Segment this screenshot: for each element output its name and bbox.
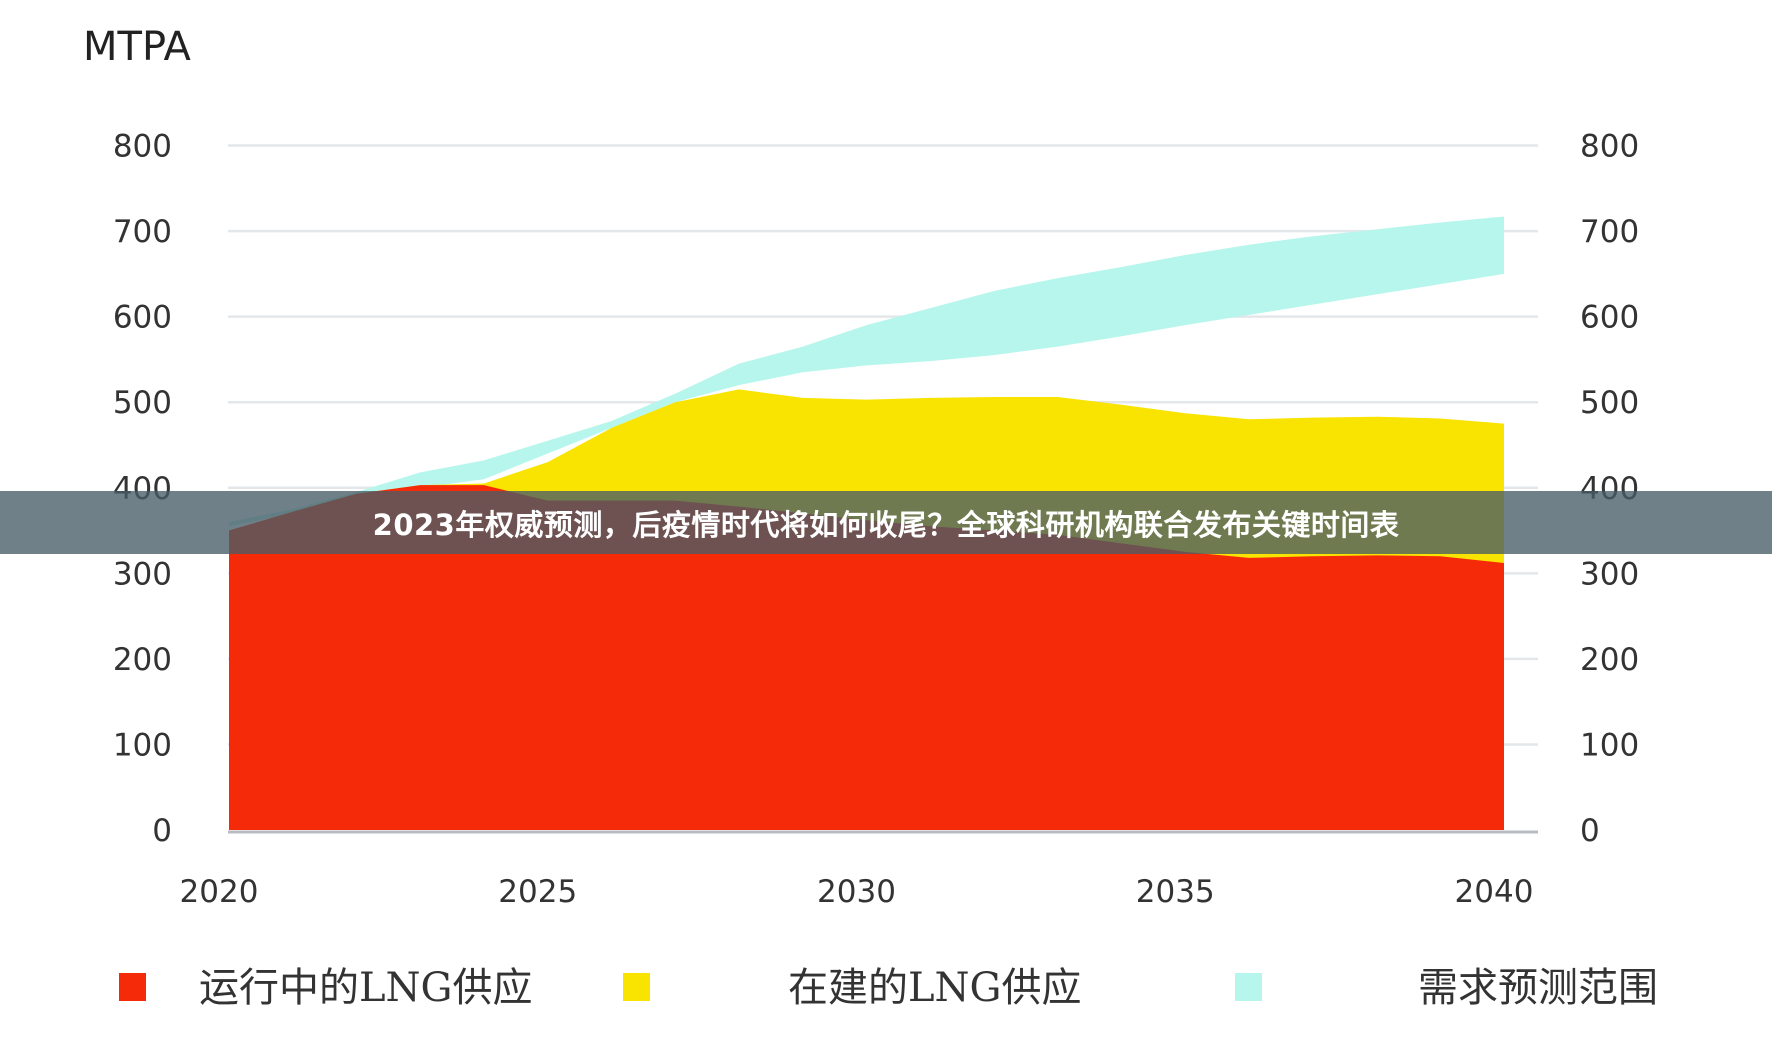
legend-operating: 运行中的LNG供应	[119, 965, 533, 1011]
y-tick-left: 600	[113, 300, 172, 336]
y-tick-left: 300	[113, 556, 172, 592]
x-tick: 2020	[180, 874, 259, 910]
y-tick-left: 800	[113, 129, 172, 165]
x-tick: 2030	[817, 874, 896, 910]
demand-range-area	[229, 216, 1504, 527]
y-tick-right: 200	[1580, 642, 1639, 678]
x-tick: 2035	[1136, 874, 1215, 910]
legend-label: 在建的LNG供应	[788, 965, 1082, 1011]
y-tick-left: 100	[113, 727, 172, 763]
y-tick-right: 300	[1580, 556, 1639, 592]
operating-supply-area	[229, 485, 1504, 830]
y-tick-right: 700	[1580, 214, 1639, 250]
y-tick-right: 500	[1580, 385, 1639, 421]
y-tick-left: 500	[113, 385, 172, 421]
x-tick: 2040	[1455, 874, 1534, 910]
legend-swatch	[1235, 973, 1262, 1001]
legend-label: 运行中的LNG供应	[199, 965, 533, 1011]
legend-demand: 需求预测范围	[1235, 965, 1658, 1011]
y-tick-right: 600	[1580, 300, 1639, 336]
x-tick: 2025	[498, 874, 577, 910]
y-tick-left: 200	[113, 642, 172, 678]
y-tick-right: 100	[1580, 727, 1639, 763]
y-tick-left: 0	[152, 813, 172, 849]
y-tick-right: 0	[1580, 813, 1600, 849]
y-axis-unit: MTPA	[83, 24, 192, 70]
y-tick-right: 800	[1580, 129, 1639, 165]
legend-swatch	[623, 973, 650, 1001]
legend-swatch	[119, 973, 146, 1001]
headline-banner: 2023年权威预测，后疫情时代将如何收尾？全球科研机构联合发布关键时间表	[0, 491, 1772, 554]
legend-construction: 在建的LNG供应	[623, 965, 1082, 1011]
y-tick-left: 700	[113, 214, 172, 250]
legend-label: 需求预测范围	[1418, 965, 1658, 1011]
